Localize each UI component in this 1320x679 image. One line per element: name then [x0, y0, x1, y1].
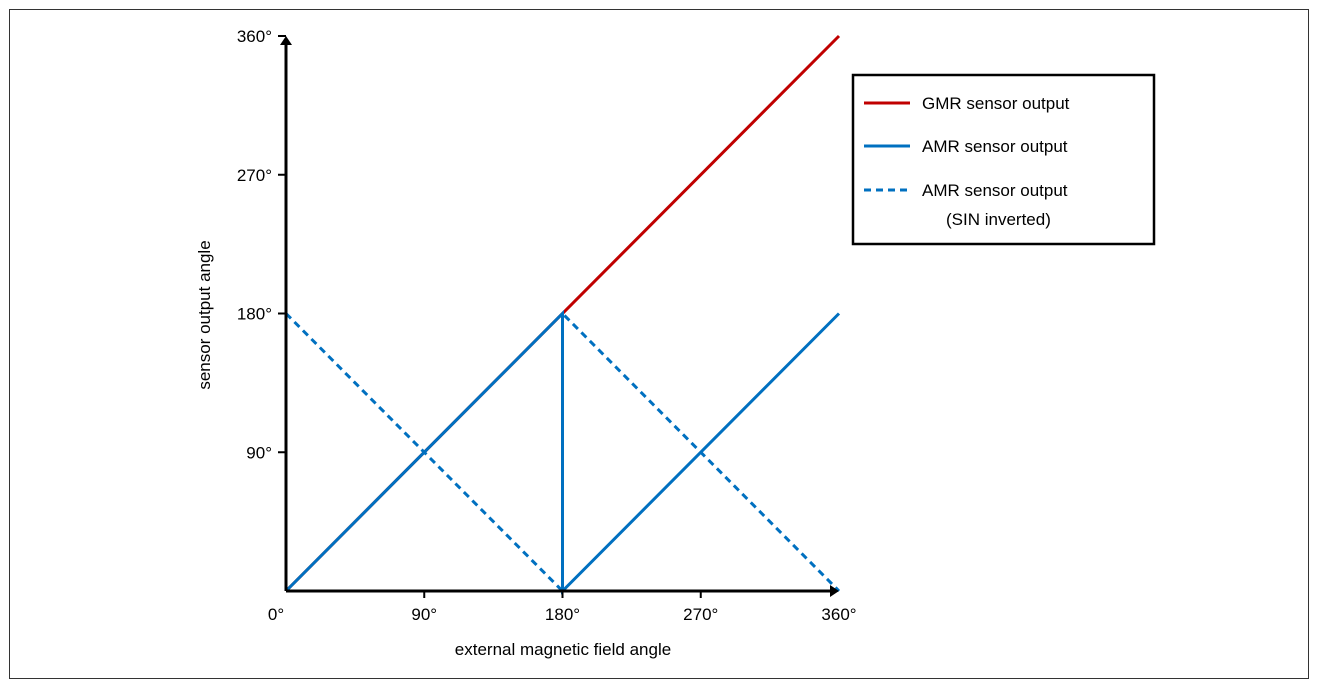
- x-tick-label: 90°: [411, 605, 437, 624]
- y-tick-label: 90°: [246, 443, 272, 462]
- x-tick-label: 0°: [268, 605, 284, 624]
- legend-label-amr-sin-inverted-line2: (SIN inverted): [946, 210, 1051, 229]
- legend-label-amr: AMR sensor output: [922, 137, 1068, 156]
- y-tick-label: 270°: [237, 166, 272, 185]
- series-line-amr-sin-inverted: [284, 309, 841, 595]
- x-axis-title: external magnetic field angle: [455, 640, 671, 659]
- y-axis-title: sensor output angle: [195, 240, 214, 389]
- legend-label-amr-sin-inverted: AMR sensor output: [922, 181, 1068, 200]
- legend: GMR sensor output AMR sensor output AMR …: [851, 73, 1156, 246]
- x-tick-label: 180°: [545, 605, 580, 624]
- ticks-layer: 0° 90° 180° 270° 360° 90° 180° 270° 360°: [237, 27, 857, 624]
- x-tick-label: 270°: [683, 605, 718, 624]
- axes-layer: [280, 36, 839, 597]
- y-tick-label: 180°: [237, 305, 272, 324]
- x-tick-label: 360°: [821, 605, 856, 624]
- legend-label-gmr: GMR sensor output: [922, 94, 1070, 113]
- x-axis-arrow: [830, 585, 839, 597]
- y-tick-label: 360°: [237, 27, 272, 46]
- y-axis-arrow: [280, 36, 292, 45]
- series-layer: [284, 34, 841, 595]
